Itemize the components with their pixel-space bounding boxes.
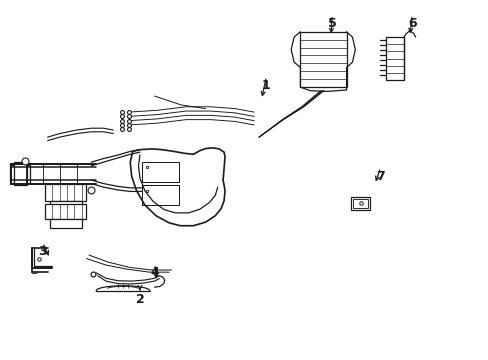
Bar [50, 201, 81, 211]
Bar [50, 219, 81, 228]
Bar [14, 162, 27, 185]
Bar [300, 32, 346, 87]
Bar [385, 37, 403, 80]
Text: 5: 5 [327, 17, 336, 30]
Bar [142, 185, 179, 205]
Text: 3: 3 [39, 245, 47, 258]
Bar [142, 162, 179, 182]
Text: 4: 4 [150, 266, 159, 279]
Text: 1: 1 [262, 79, 270, 92]
Text: 6: 6 [407, 17, 416, 30]
Bar [351, 197, 369, 210]
Bar [45, 184, 86, 201]
Bar [10, 165, 30, 183]
Bar [45, 204, 86, 219]
Text: 2: 2 [135, 293, 144, 306]
Text: 7: 7 [375, 170, 384, 183]
Bar [353, 199, 367, 208]
